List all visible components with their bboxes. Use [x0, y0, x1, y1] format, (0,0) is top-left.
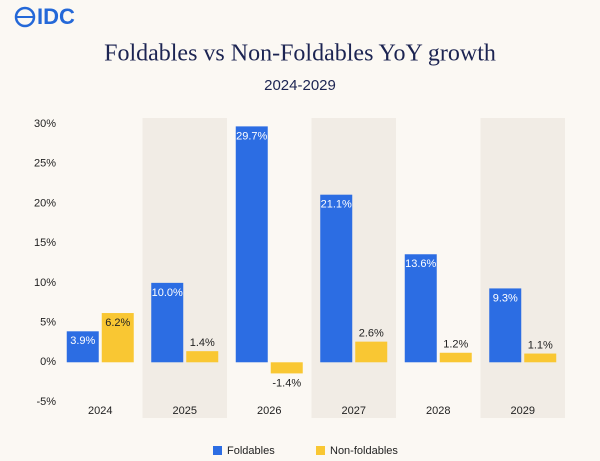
y-tick-label: 0%	[40, 356, 56, 368]
chart-title: Foldables vs Non-Foldables YoY growth	[104, 41, 496, 67]
x-tick-label: 2026	[257, 405, 281, 417]
bar	[355, 341, 388, 363]
data-label: 6.2%	[105, 317, 130, 329]
bar	[151, 282, 184, 363]
legend-label: Foldables	[227, 445, 275, 457]
y-tick-label: 15%	[34, 237, 56, 249]
bar	[404, 254, 437, 363]
logo-text: IDC	[37, 4, 75, 29]
band-shade	[480, 118, 565, 418]
data-label: 29.7%	[236, 130, 267, 142]
bar	[524, 353, 557, 363]
data-label: 10.0%	[152, 287, 183, 299]
x-tick-label: 2028	[426, 405, 450, 417]
legend-label: Non-foldables	[330, 445, 398, 457]
x-tick-label: 2024	[88, 405, 112, 417]
y-tick-label: -5%	[36, 396, 56, 408]
y-tick-label: 30%	[34, 118, 56, 130]
data-label: 21.1%	[321, 199, 352, 211]
data-label: 2.6%	[359, 328, 384, 340]
y-tick-label: 20%	[34, 197, 56, 209]
data-label: 9.3%	[493, 292, 518, 304]
data-label: 3.9%	[70, 335, 95, 347]
bar	[320, 194, 353, 363]
band-shade	[142, 118, 227, 418]
x-tick-label: 2027	[342, 405, 366, 417]
data-label: 1.1%	[528, 339, 553, 351]
logo: IDC	[14, 4, 75, 29]
legend-swatch	[213, 446, 222, 455]
bar	[66, 331, 99, 363]
data-label: -1.4%	[272, 377, 301, 389]
bar	[489, 288, 522, 363]
data-label: 1.4%	[190, 337, 215, 349]
bar	[235, 126, 268, 363]
bar	[439, 352, 472, 363]
chart-subtitle: 2024-2029	[264, 77, 336, 94]
data-label: 1.2%	[443, 339, 468, 351]
y-tick-label: 10%	[34, 277, 56, 289]
data-label: 13.6%	[405, 258, 436, 270]
bar	[270, 362, 303, 374]
y-tick-label: 5%	[40, 316, 56, 328]
x-tick-label: 2025	[173, 405, 197, 417]
y-tick-label: 25%	[34, 158, 56, 170]
legend-swatch	[316, 446, 325, 455]
bar	[101, 313, 134, 363]
x-tick-label: 2029	[511, 405, 535, 417]
bar	[186, 351, 219, 363]
